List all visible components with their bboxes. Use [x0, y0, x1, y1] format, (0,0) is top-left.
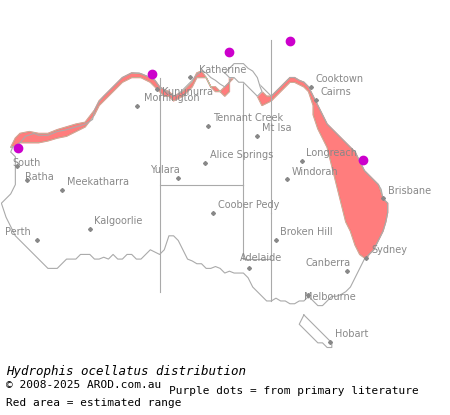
Polygon shape: [1, 63, 387, 305]
Text: Canberra: Canberra: [305, 258, 350, 268]
Text: South: South: [13, 158, 41, 168]
Text: Adelaide: Adelaide: [240, 253, 282, 263]
Text: © 2008-2025 AROD.com.au: © 2008-2025 AROD.com.au: [6, 380, 161, 390]
Text: Longreach: Longreach: [306, 148, 357, 158]
Text: Perth: Perth: [5, 227, 31, 237]
Text: Meekatharra: Meekatharra: [67, 178, 129, 188]
Text: Sydney: Sydney: [371, 245, 407, 255]
Text: Mt Isa: Mt Isa: [262, 123, 292, 133]
Text: Cooktown: Cooktown: [315, 74, 364, 84]
Text: Katherine: Katherine: [199, 64, 247, 75]
Text: Cairns: Cairns: [320, 87, 351, 97]
Polygon shape: [225, 63, 262, 96]
Text: Hobart: Hobart: [335, 329, 368, 339]
Polygon shape: [11, 68, 387, 259]
Polygon shape: [299, 315, 332, 347]
Text: Kununurra: Kununurra: [162, 87, 213, 97]
Text: Purple dots = from primary literature: Purple dots = from primary literature: [169, 386, 418, 396]
Text: Windorah: Windorah: [292, 166, 338, 176]
Text: Alice Springs: Alice Springs: [210, 150, 273, 161]
Text: Coober Pedy: Coober Pedy: [217, 200, 279, 210]
Text: Broken Hill: Broken Hill: [280, 227, 333, 237]
Text: Kalgoorlie: Kalgoorlie: [94, 216, 143, 226]
Text: Red area = estimated range: Red area = estimated range: [6, 398, 181, 408]
Text: Ratha: Ratha: [25, 172, 54, 182]
Text: Brisbane: Brisbane: [388, 186, 431, 195]
Text: Yulara: Yulara: [150, 165, 180, 175]
Text: Tennant Creek: Tennant Creek: [212, 113, 283, 123]
Text: Hydrophis ocellatus distribution: Hydrophis ocellatus distribution: [6, 366, 246, 378]
Text: Mornington: Mornington: [144, 93, 200, 103]
Text: Melbourne: Melbourne: [303, 292, 355, 302]
